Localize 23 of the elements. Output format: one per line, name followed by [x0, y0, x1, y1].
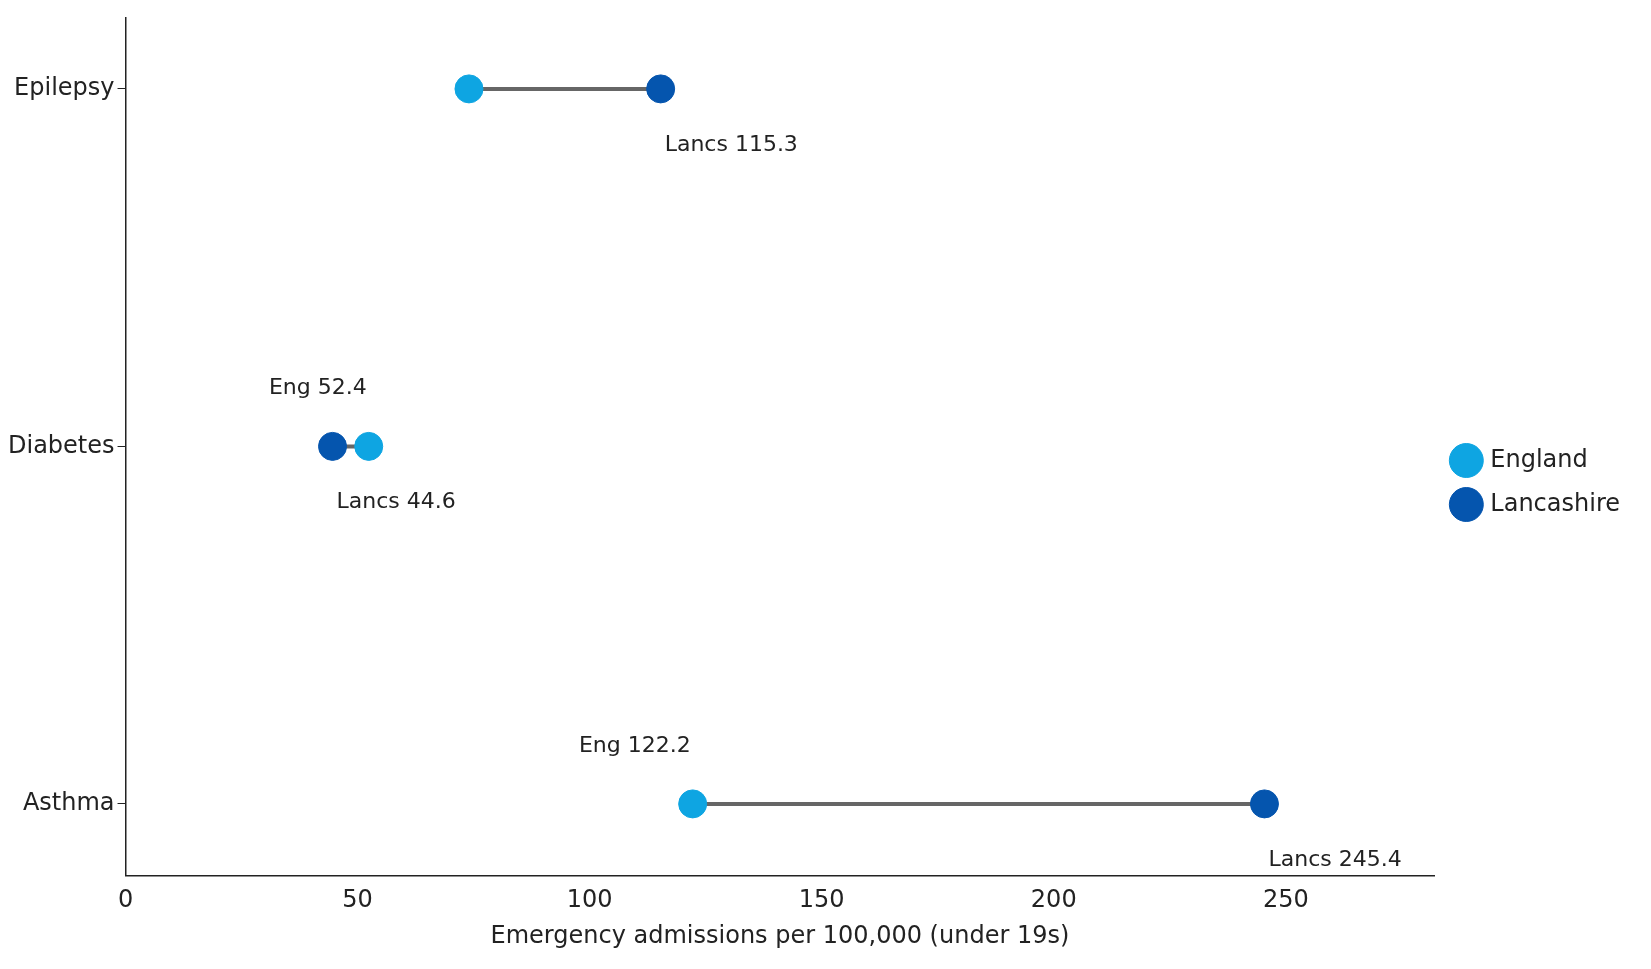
data-label: Lancs 245.4	[1268, 845, 1402, 871]
x-tick-label: 150	[798, 885, 845, 914]
y-tick-label: Diabetes	[7, 430, 115, 459]
data-label: Lancs 44.6	[336, 488, 456, 514]
y-tick-label: Asthma	[22, 788, 115, 817]
point	[678, 789, 708, 819]
x-tick-label: 0	[117, 885, 134, 914]
x-tick-label: 200	[1030, 885, 1077, 914]
legend-label: England	[1490, 444, 1588, 473]
point	[454, 74, 484, 104]
data-label: Eng 122.2	[578, 731, 691, 757]
x-tick-label: 100	[566, 885, 613, 914]
point	[318, 431, 348, 461]
y-tick-label: Epilepsy	[14, 73, 115, 102]
x-axis-title: Emergency admissions per 100,000 (under 19s)	[490, 920, 1070, 949]
point	[1249, 789, 1279, 819]
x-tick-label: 250	[1262, 885, 1309, 914]
data-label: Lancs 115.3	[664, 130, 798, 156]
point	[646, 74, 676, 104]
data-label: Eng 52.4	[268, 374, 367, 400]
legend-label: Lancashire	[1490, 488, 1621, 517]
point	[354, 431, 384, 461]
x-tick-label: 50	[342, 885, 373, 914]
